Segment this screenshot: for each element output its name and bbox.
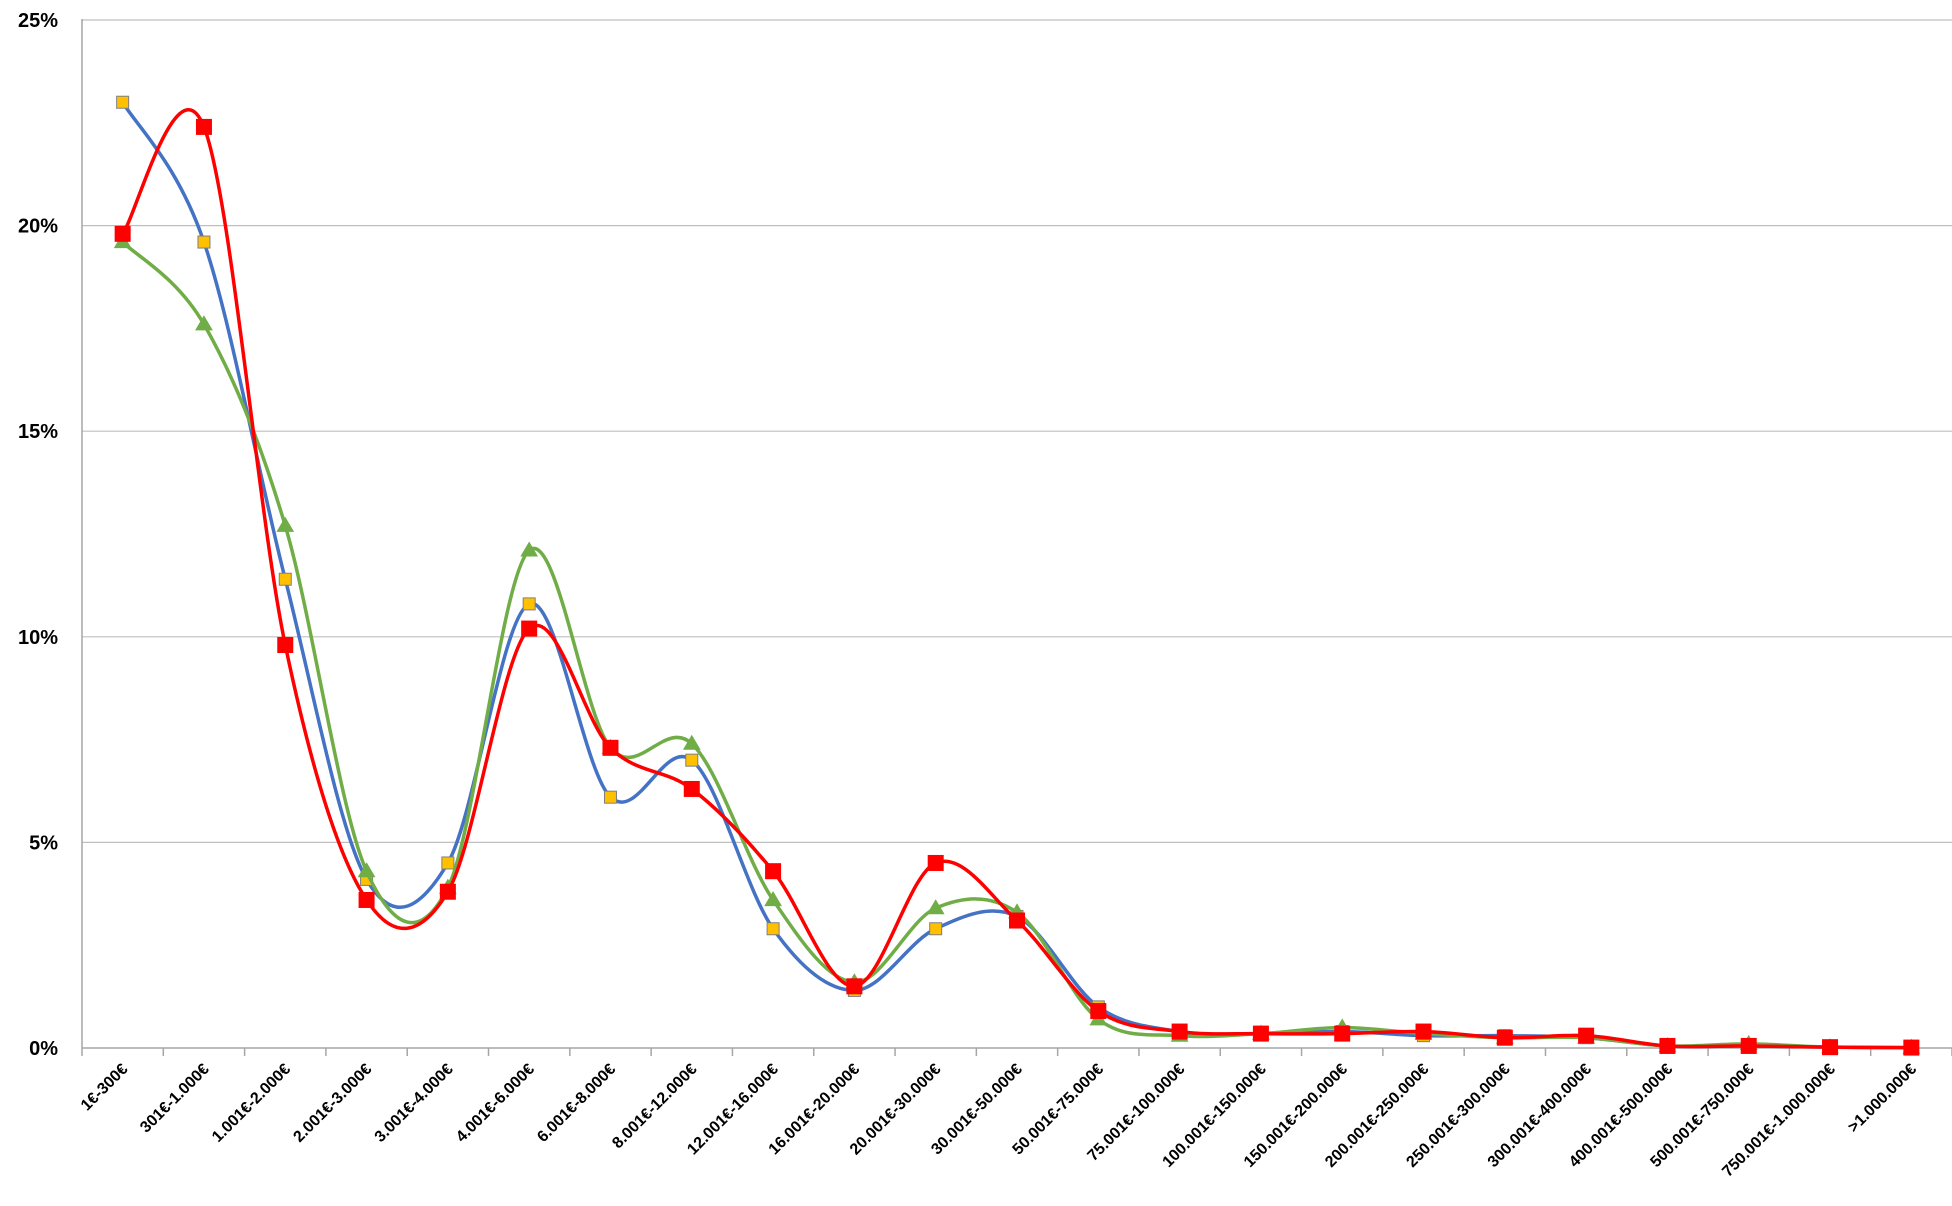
data-point-marker [276, 516, 295, 532]
x-tick-label: 1.001€-2.000€ [209, 1061, 294, 1146]
data-point-marker [927, 854, 944, 871]
y-tick-label: 25% [18, 10, 58, 32]
data-point-marker [682, 734, 701, 750]
gridlines [82, 19, 1952, 844]
x-tick-label: 1€-300€ [78, 1061, 132, 1115]
data-point-marker [278, 572, 292, 586]
data-point-marker [765, 863, 782, 880]
data-point-marker [520, 541, 539, 557]
data-point-marker [116, 95, 130, 109]
y-tick-label: 15% [18, 421, 58, 443]
axes [81, 19, 1952, 1056]
data-point-marker [1822, 1039, 1839, 1056]
data-point-marker [358, 891, 375, 908]
data-point-marker [1659, 1037, 1676, 1054]
data-point-marker [685, 753, 699, 767]
data-point-marker [929, 922, 943, 936]
data-point-marker [195, 315, 213, 331]
data-point-marker [1903, 1039, 1920, 1056]
y-tick-label: 20% [18, 216, 58, 238]
data-point-marker [439, 883, 456, 900]
data-point-marker [441, 856, 455, 870]
data-point-marker [522, 597, 536, 611]
data-point-marker [114, 225, 131, 242]
data-point-marker [683, 780, 700, 797]
data-point-marker [1171, 1023, 1188, 1040]
data-point-marker [846, 978, 863, 995]
data-point-marker [603, 790, 617, 804]
x-tick-label: 4.001€-6.000€ [453, 1061, 538, 1146]
data-point-marker [195, 118, 212, 135]
data-point-marker [602, 739, 619, 756]
data-point-marker [1415, 1023, 1432, 1040]
data-point-marker [521, 620, 538, 637]
x-tick-label: 301€-1.000€ [137, 1061, 213, 1137]
data-point-marker [766, 922, 780, 936]
data-point-marker [1090, 1002, 1107, 1019]
series-3-line [120, 108, 1914, 1050]
x-tick-label: 6.001€-8.000€ [534, 1061, 619, 1146]
data-point-marker [1740, 1037, 1757, 1054]
data-point-marker [764, 890, 782, 907]
data-point-marker [1496, 1029, 1513, 1046]
data-point-marker [1009, 912, 1025, 929]
x-tick-label: >1.000.000€ [1845, 1061, 1920, 1136]
y-tick-label: 5% [29, 832, 58, 854]
series-group [113, 95, 1921, 1056]
y-tick-label: 10% [18, 627, 58, 649]
data-point-marker [926, 899, 945, 915]
data-point-marker [197, 235, 211, 249]
data-point-marker [357, 862, 376, 878]
data-point-marker [1334, 1025, 1351, 1042]
x-tick-label: 8.001€-12.000€ [609, 1061, 700, 1152]
x-tick-label: 3.001€-4.000€ [372, 1061, 457, 1146]
data-point-marker [277, 637, 294, 654]
x-tick-label: 2.001€-3.000€ [290, 1061, 375, 1146]
series-3 [114, 108, 1920, 1056]
series-2 [113, 233, 1921, 1054]
y-axis-tick-labels: 0% 5% 10% 15% 20% 25% [18, 10, 58, 1060]
y-tick-label: 0% [29, 1038, 58, 1060]
data-point-marker [1578, 1027, 1595, 1044]
data-point-marker [1252, 1025, 1269, 1042]
x-axis-tick-labels: 1€-300€ 301€-1.000€1.001€-2.000€2.001€-3.… [78, 1061, 1920, 1181]
